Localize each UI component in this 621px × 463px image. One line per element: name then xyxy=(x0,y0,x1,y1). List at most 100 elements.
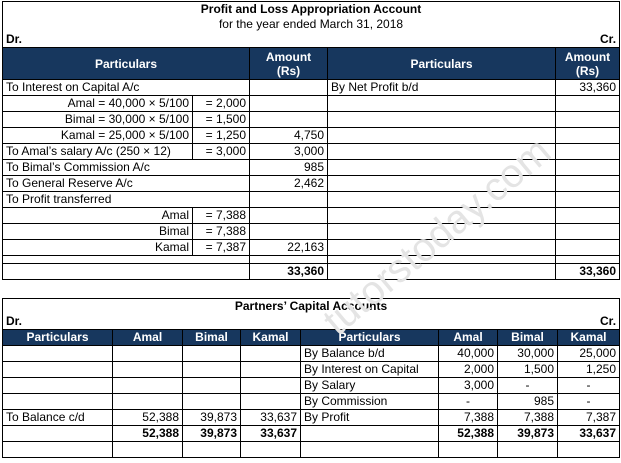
empty-cell xyxy=(554,127,621,144)
cell: 52,388 xyxy=(112,425,183,442)
blank-row xyxy=(2,441,621,458)
cell: 985 xyxy=(249,159,328,176)
cell: By Interest on Capital xyxy=(300,361,439,378)
empty-cell xyxy=(249,95,328,112)
pl-appropriation-table: Profit and Loss Appropriation Account for… xyxy=(2,1,621,280)
cell: 25,000 xyxy=(556,345,621,362)
entry-row xyxy=(2,255,621,264)
cell: Profit and Loss Appropriation Account xyxy=(200,2,422,16)
entry-row: Amal = 40,000 × 5/100 = 2,000 xyxy=(2,95,621,112)
cell: Bimal xyxy=(497,329,558,346)
cell: 1,250 xyxy=(556,361,621,378)
empty-cell xyxy=(240,377,301,394)
entry-row: Bimal = 30,000 × 5/100 = 1,500 xyxy=(2,111,621,128)
cell: = 2,000 xyxy=(192,95,250,112)
cell: Dr. xyxy=(6,32,23,46)
cell: 3,000 xyxy=(249,143,328,160)
title-row: Profit and Loss Appropriation Account xyxy=(3,2,620,18)
empty-cell xyxy=(240,441,301,458)
empty-cell xyxy=(554,159,621,176)
cell: Kamal xyxy=(2,239,193,256)
empty-cell xyxy=(327,143,556,160)
empty-cell xyxy=(327,239,556,256)
cell: 22,163 xyxy=(249,239,328,256)
empty-cell xyxy=(327,159,556,176)
empty-cell xyxy=(249,191,328,208)
empty-cell xyxy=(249,223,328,240)
subtitle-row: for the year ended March 31, 2018 xyxy=(3,17,620,32)
empty-cell xyxy=(2,393,113,410)
cell: Amal xyxy=(2,207,193,224)
cell: 4,750 xyxy=(249,127,328,144)
entry-row: Kamal = 25,000 × 5/100 = 1,250 4,750 xyxy=(2,127,621,144)
cell: 40,000 xyxy=(438,345,498,362)
empty-cell xyxy=(182,377,241,394)
cell: 39,873 xyxy=(182,409,241,426)
entry-row: By Salary 3,000- - xyxy=(2,377,621,394)
entry-row: By Balance b/d 40,000 30,000 25,000 xyxy=(2,345,621,362)
side-row: Dr. Cr. xyxy=(3,314,620,330)
cell: 7,387 xyxy=(556,409,621,426)
cell: Kamal xyxy=(556,329,621,346)
empty-cell xyxy=(112,441,183,458)
empty-cell xyxy=(497,441,558,458)
cell: Bimal xyxy=(2,223,193,240)
empty-cell xyxy=(327,223,556,240)
empty-cell xyxy=(554,191,621,208)
empty-cell xyxy=(556,441,621,458)
empty-cell xyxy=(240,361,301,378)
entry-row: Kamal = 7,387 22,163 xyxy=(2,239,621,256)
cell: Amal xyxy=(438,329,498,346)
empty-cell xyxy=(554,223,621,240)
cell: = 7,388 xyxy=(192,207,250,224)
cell: - xyxy=(556,393,621,410)
empty-cell xyxy=(249,207,328,224)
cell: Particulars xyxy=(327,47,556,80)
cell: Amount (Rs) xyxy=(554,47,621,80)
empty-cell xyxy=(300,425,439,442)
cell: Dr. xyxy=(6,314,23,328)
empty-cell xyxy=(554,207,621,224)
cell: Particulars xyxy=(2,329,113,346)
cell: 30,000 xyxy=(497,345,558,362)
empty-cell xyxy=(554,239,621,256)
cell: 33,360 xyxy=(554,263,621,280)
capital-accounts-table: Partners’ Capital Accounts Dr. Cr. Particul… xyxy=(2,298,621,458)
cell: 2,000 xyxy=(438,361,498,378)
empty-cell xyxy=(2,345,113,362)
cell: To Bimal’s Commission A/c xyxy=(2,159,250,176)
cell: 52,388 xyxy=(438,425,498,442)
entry-row: Bimal = 7,388 xyxy=(2,223,621,240)
empty-cell xyxy=(2,425,113,442)
empty-cell xyxy=(112,345,183,362)
empty-cell xyxy=(327,255,556,264)
entry-row: To Amal’s salary A/c (250 × 12) = 3,000 3,… xyxy=(2,143,621,160)
cell: 33,637 xyxy=(240,409,301,426)
cell: = 7,387 xyxy=(192,239,250,256)
cell: To Interest on Capital A/c xyxy=(2,79,250,96)
empty-cell xyxy=(249,111,328,128)
cell: = 7,388 xyxy=(192,223,250,240)
cell: To Profit transferred xyxy=(2,191,250,208)
cell: 3,000 xyxy=(438,377,498,394)
cell: 33,360 xyxy=(554,79,621,96)
cell: = 1,250 xyxy=(192,127,250,144)
empty-cell xyxy=(112,393,183,410)
cell: = 1,500 xyxy=(192,111,250,128)
empty-cell xyxy=(182,441,241,458)
cell: 52,388 xyxy=(112,409,183,426)
empty-cell xyxy=(327,191,556,208)
cell: By Profit xyxy=(300,409,439,426)
cell: Bimal = 30,000 × 5/100 xyxy=(2,111,193,128)
cell: - xyxy=(497,377,558,394)
empty-cell xyxy=(327,263,556,280)
cell: By Commission xyxy=(300,393,439,410)
entry-row: To Profit transferred xyxy=(2,191,621,208)
empty-cell xyxy=(2,255,250,264)
empty-cell xyxy=(438,441,498,458)
empty-cell xyxy=(300,441,439,458)
cell: 7,388 xyxy=(497,409,558,426)
empty-cell xyxy=(112,361,183,378)
empty-cell xyxy=(327,111,556,128)
